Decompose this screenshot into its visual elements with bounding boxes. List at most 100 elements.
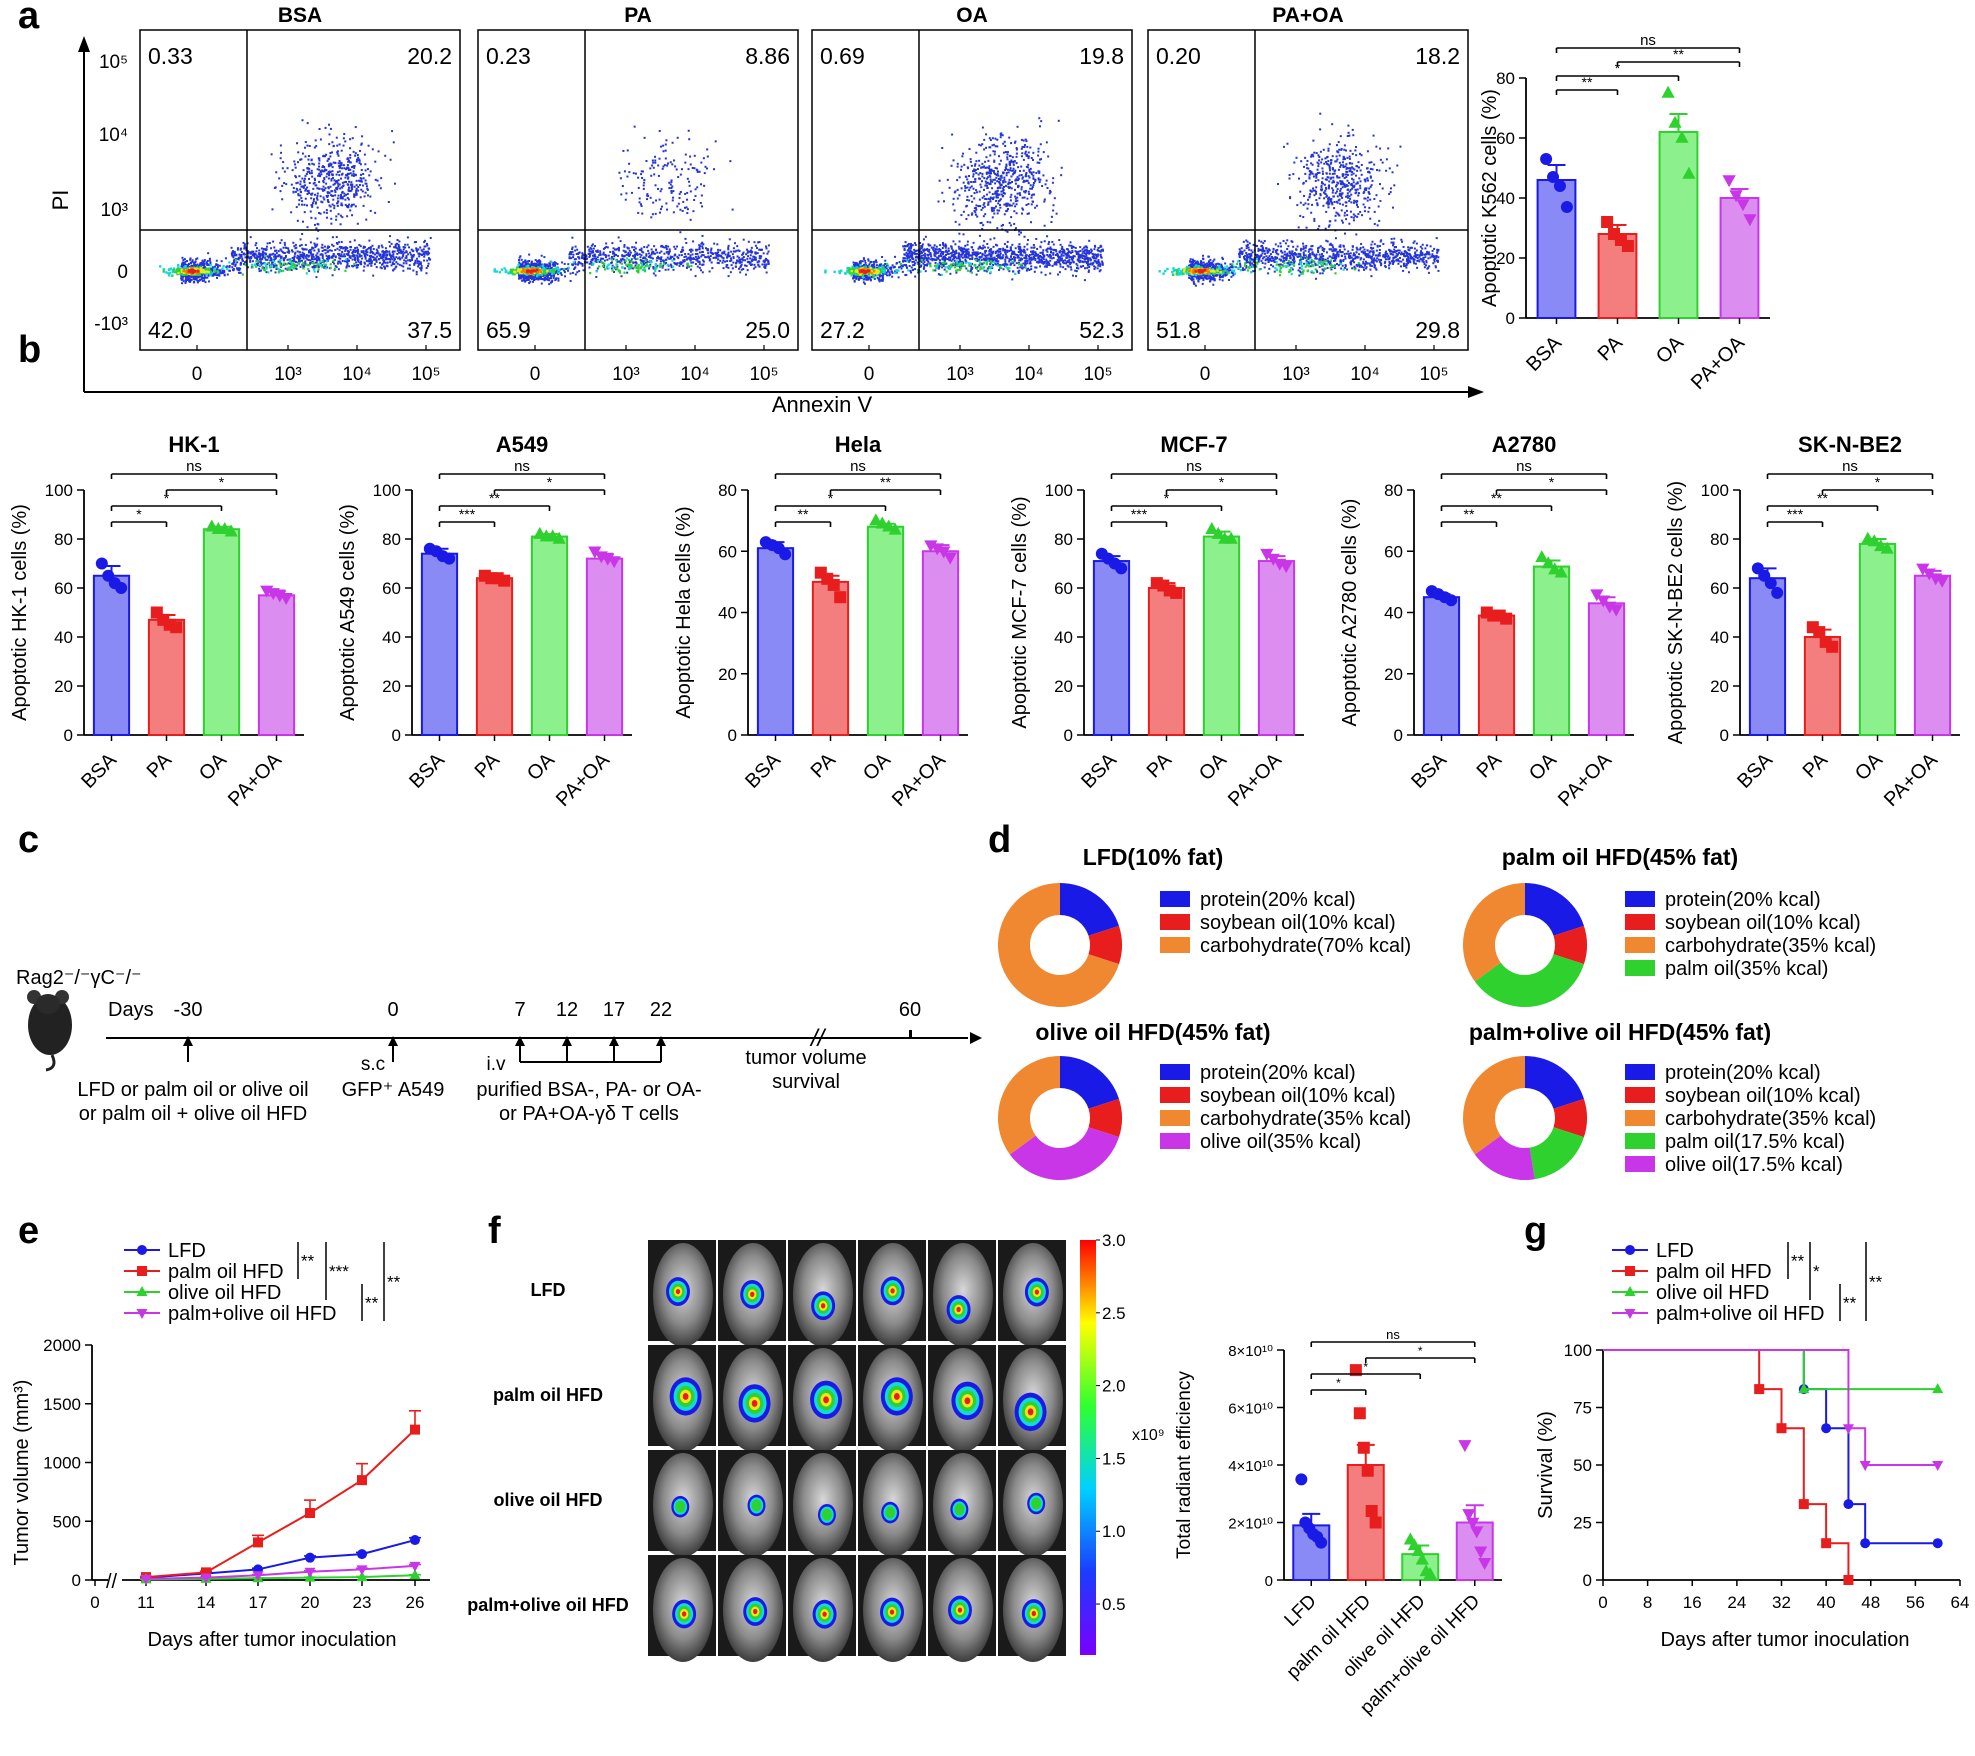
scatter-point (374, 160, 377, 163)
scatter-point (325, 254, 328, 257)
scatter-point (612, 251, 615, 254)
scatter-point (652, 267, 655, 270)
scatter-point (236, 248, 239, 251)
scatter-point (280, 256, 283, 259)
scatter-point (639, 256, 642, 259)
scatter-point (707, 255, 710, 258)
scatter-point-dense (288, 259, 291, 262)
scatter-point-dense (630, 260, 633, 263)
scatter-point (635, 241, 638, 244)
scatter-point (198, 264, 201, 267)
scatter-point (671, 141, 674, 144)
scatter-point (352, 255, 355, 258)
scatter-point (702, 254, 705, 257)
scatter-point (193, 262, 196, 265)
scatter-point (394, 258, 397, 261)
scatter-point (328, 164, 331, 167)
scatter-point (725, 265, 728, 268)
scatter-point (731, 267, 734, 270)
scatter-point (280, 262, 283, 265)
scatter-point (863, 264, 866, 267)
scatter-point-dense (175, 268, 179, 271)
scatter-point-dense (644, 264, 647, 268)
scatter-point (195, 277, 198, 280)
scatter-point (306, 122, 309, 125)
scatter-point (361, 184, 364, 187)
scatter-point (223, 274, 226, 277)
scatter-point (754, 258, 757, 261)
scatter-point-dense (511, 272, 515, 276)
scatter-point (765, 258, 768, 261)
scatter-point (688, 138, 691, 141)
scatter-point (955, 271, 958, 274)
scatter-point (336, 202, 339, 205)
scatter-point (352, 249, 355, 252)
scatter-point (1076, 258, 1079, 261)
scatter-point (335, 266, 338, 269)
scatter-point (320, 200, 323, 203)
scatter-point (363, 246, 366, 249)
scatter-point (197, 275, 200, 278)
scatter-point (727, 266, 730, 269)
scatter-point (209, 261, 212, 264)
scatter-point (216, 263, 219, 266)
scatter-point (413, 241, 416, 244)
scatter-point-dense (311, 262, 314, 265)
scatter-point (700, 194, 703, 197)
scatter-point-dense (329, 266, 332, 269)
scatter-point (351, 258, 354, 261)
scatter-point (364, 256, 367, 259)
scatter-point (312, 258, 315, 261)
scatter-point (218, 274, 221, 277)
scatter-point (294, 175, 297, 178)
scatter-point (348, 265, 351, 268)
scatter-point (192, 261, 195, 264)
scatter-point (405, 255, 408, 258)
scatter-point (337, 194, 340, 197)
scatter-point (370, 260, 373, 263)
scatter-point (426, 259, 429, 262)
scatter-point (315, 254, 318, 257)
scatter-point (571, 271, 574, 274)
scatter-point (332, 253, 335, 256)
scatter-point-dense (557, 271, 561, 275)
scatter-point (767, 259, 770, 262)
scatter-point (304, 174, 307, 177)
scatter-point (337, 268, 340, 271)
scatter-point-dense (319, 264, 322, 267)
scatter-point (593, 245, 596, 248)
scatter-point (362, 246, 365, 249)
scatter-point (296, 256, 299, 259)
scatter-point-dense (324, 267, 327, 270)
scatter-point (360, 143, 363, 146)
scatter-point-dense (522, 270, 525, 273)
scatter-point (878, 265, 881, 268)
scatter-point (337, 162, 340, 165)
scatter-point (344, 246, 347, 249)
scatter-point (709, 258, 712, 261)
scatter-point (389, 235, 392, 238)
scatter-point (717, 255, 720, 258)
scatter-point (254, 244, 257, 247)
scatter-point (303, 177, 306, 180)
scatter-point (311, 253, 314, 256)
scatter-point (958, 247, 961, 250)
scatter-point (355, 264, 358, 267)
scatter-point (346, 253, 349, 256)
scatter-point (603, 246, 606, 249)
scatter-point (745, 248, 748, 251)
scatter-point (286, 258, 289, 261)
scatter-point (283, 241, 286, 244)
scatter-point (341, 181, 344, 184)
scatter-point (651, 257, 654, 260)
scatter-point (642, 260, 645, 263)
scatter-point (304, 197, 307, 200)
scatter-point (189, 261, 192, 264)
scatter-point (356, 246, 359, 249)
scatter-point-dense (538, 269, 542, 272)
scatter-point (301, 203, 304, 206)
scatter-point (385, 264, 388, 267)
scatter-point (757, 263, 760, 266)
scatter-point (742, 267, 745, 270)
